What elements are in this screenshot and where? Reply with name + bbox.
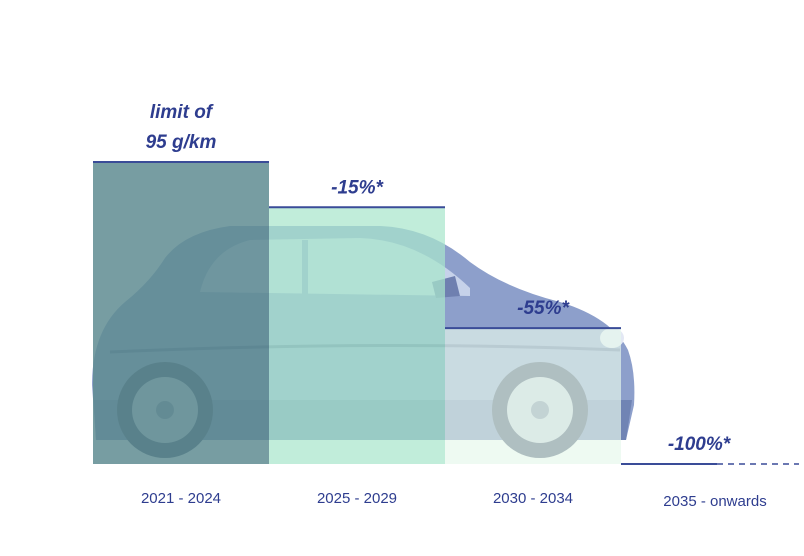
bar-label-2: -15%*: [331, 177, 384, 198]
category-label-2: 2025 - 2029: [317, 490, 397, 507]
bar-1: [93, 162, 269, 464]
bar-label-4: -100%*: [668, 434, 732, 455]
bar-label-3: -55%*: [517, 298, 570, 319]
bar-label-1: limit of 95 g/km: [146, 102, 217, 153]
category-label-1: 2021 - 2024: [141, 490, 221, 507]
bar-2: [269, 207, 445, 465]
category-label-3: 2030 - 2034: [493, 490, 573, 507]
category-label-4: 2035 - onwards: [663, 493, 766, 510]
bar-3: [445, 328, 621, 464]
